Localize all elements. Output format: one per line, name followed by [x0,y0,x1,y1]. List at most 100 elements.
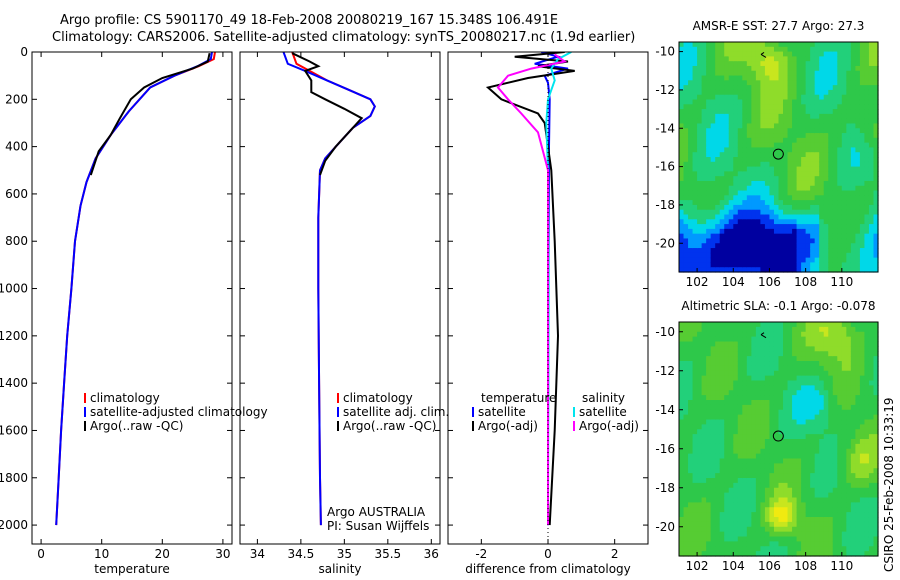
sla_map-cell [715,365,721,372]
sla_map-cell [701,536,707,542]
sla_map-cell [783,541,789,547]
sla_map-cell [697,526,703,533]
sla_map-cell [773,336,780,343]
sst_map-cell [697,190,703,196]
sla_map-cell [728,453,734,460]
sst_map-cell [850,209,856,216]
sst_map-cell [778,61,784,67]
sst_map-cell [814,142,820,149]
sst_map-cell [706,89,712,96]
sla_map-cell [873,453,879,460]
sla_map-cell [778,507,784,513]
sla_map-xtick-label: 106 [758,559,781,573]
sla_map-cell [692,507,698,513]
sst_map-cell [697,166,703,172]
sla_map-cell [783,341,789,347]
sst_map-cell [728,89,734,96]
sst_map-cell [688,171,694,177]
sla_map-cell [778,390,784,396]
sla_map-cell [778,375,784,382]
sla_map-cell [724,375,730,382]
sla_map-cell [832,482,838,489]
depth-tick-label: 1200 [0,329,28,343]
sst_map-cell [850,224,856,230]
temp-legend-item: climatology [90,391,160,405]
salinity-xtick-label: 36 [424,547,439,561]
sla_map-cell [724,361,730,367]
sla_map-cell [787,531,793,538]
sst_map-cell [805,109,811,115]
sst_map-cell [701,252,707,259]
sst_map-cell [683,128,689,134]
sla_map-cell [805,439,811,445]
sla_map-cell [715,356,721,362]
difference-xlabel: difference from climatology [465,562,631,576]
sst_map-cell [819,161,825,168]
sst_map-cell [697,224,703,230]
sst_map-cell [679,267,685,273]
sla_map-cell [787,365,793,372]
sla_map-cell [783,458,789,464]
sst_map-cell [688,161,694,168]
sla_map-cell [778,419,784,425]
sst_map-cell [715,243,721,249]
sst_map-cell [679,85,685,91]
sla_map-cell [810,521,816,528]
sla_map-cell [868,424,875,430]
sst_map-cell [823,248,829,254]
sla_map-cell [801,395,807,401]
sst_map-cell [796,104,802,110]
sst_map-cell [859,243,866,249]
sst_map-cell [701,104,707,110]
sst_map-cell [737,113,743,120]
sst_map-cell [760,128,766,134]
sst_map-cell [837,219,843,225]
sst_map-cell [746,80,752,86]
sla_map-cell [683,341,689,347]
sla_map-cell [733,326,739,333]
sla_map-cell [805,448,811,455]
sst_map-cell [755,262,762,268]
sst_map-cell [850,133,856,139]
sla_map-cell [728,370,734,377]
sla_map-cell [683,453,689,460]
sst_map-cell [828,51,834,57]
sst_map-cell [868,204,875,211]
sst_map-cell [855,123,861,129]
sla_map-cell [692,336,698,343]
sst_map-cell [715,224,721,230]
sst_map-cell [787,219,793,225]
sst_map-cell [873,46,879,53]
sst_map-cell [724,176,730,182]
sla_map-cell [846,443,852,450]
sla_map-cell [692,409,698,416]
sst_map-cell [787,46,793,53]
sla_map-cell [746,521,752,528]
sla_map-cell [701,424,707,430]
sst_map-cell [715,118,721,125]
sst_map-cell [692,171,698,177]
sla_map-cell [805,351,811,357]
sla_map-cell [692,322,698,328]
sla_map-cell [864,473,870,479]
sst_map-cell [764,137,771,144]
sla_map-cell [719,424,725,430]
sst_map-cell [846,152,852,158]
sla_map-cell [855,536,861,542]
sst_map-cell [868,224,875,230]
sst_map-cell [751,161,757,168]
sla_map-cell [796,409,802,416]
sla_map-cell [773,517,780,523]
sla_map-cell [801,404,807,411]
sla_map-cell [846,463,852,469]
sst_map-cell [796,238,802,244]
sst_map-cell [742,61,748,67]
sst_map-cell [764,147,771,153]
sst_map-cell [715,142,721,149]
sla_map-cell [697,390,703,396]
sla_map-cell [688,487,694,494]
sst_map-cell [719,185,725,192]
sla_map-cell [823,536,829,542]
sla_map-cell [846,439,852,445]
sla_map-cell [864,463,870,469]
